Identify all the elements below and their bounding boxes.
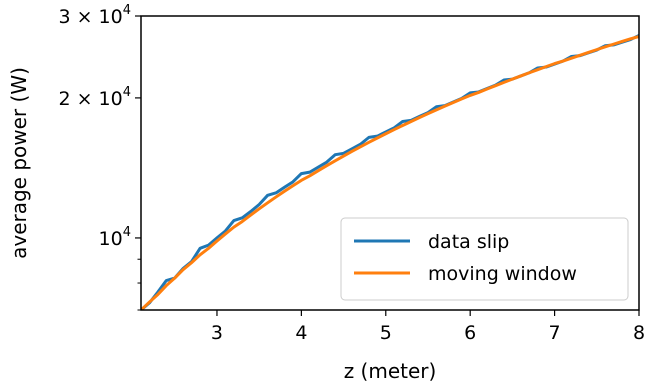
y-axis-label: average power (W) [7, 67, 31, 259]
y-axis-ticks: 104 2 × 104 3 × 104 [58, 3, 141, 311]
x-tick-label: 8 [633, 322, 645, 344]
x-tick-label: 7 [549, 322, 561, 344]
x-axis-ticks: 3 4 5 6 7 8 [211, 310, 645, 344]
series-line-moving-window [141, 35, 639, 310]
legend-label-data-slip: data slip [428, 231, 509, 253]
legend-label-moving-window: moving window [428, 263, 577, 285]
x-tick-label: 5 [380, 322, 392, 344]
y-tick-label: 104 [99, 225, 131, 250]
series-layer [141, 33, 639, 310]
legend: data slip moving window [340, 217, 629, 301]
x-tick-label: 3 [211, 322, 223, 344]
legend-box [340, 217, 629, 301]
x-tick-label: 4 [295, 322, 307, 344]
x-axis-label: z (meter) [344, 359, 437, 383]
x-tick-label: 6 [464, 322, 476, 344]
plot-area [140, 15, 640, 311]
y-tick-label: 3 × 104 [58, 3, 131, 28]
axes-frame [140, 15, 640, 311]
y-tick-label: 2 × 104 [58, 85, 131, 110]
